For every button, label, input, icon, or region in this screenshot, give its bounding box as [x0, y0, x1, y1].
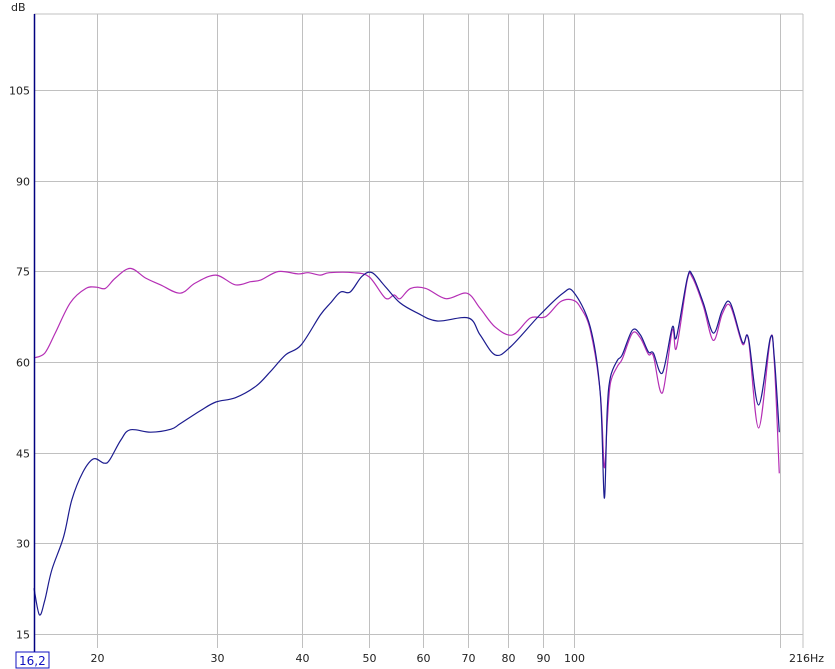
y-tick-label: 30: [16, 538, 30, 551]
x-tick-label: 30: [211, 652, 225, 665]
y-tick-label: 90: [16, 176, 30, 189]
x-axis-end-label: 216Hz: [789, 652, 824, 665]
x-tick-label: 60: [417, 652, 431, 665]
series-group: [33, 267, 780, 616]
y-axis-label: dB: [11, 1, 26, 14]
grid: [34, 13, 804, 648]
y-tick-label: 75: [16, 266, 30, 279]
x-start-label: 16,2: [19, 654, 46, 668]
x-tick-label: 50: [363, 652, 377, 665]
y-tick-label: 105: [9, 85, 30, 98]
x-tick-label: 20: [91, 652, 105, 665]
series-line-magenta: [33, 267, 780, 474]
x-start-label-box: [15, 651, 50, 669]
axes: 15 30 45 60 75 90 105 20 30 40 50 60 70 80 90 100: [9, 14, 585, 665]
y-tick-label: 60: [16, 357, 30, 370]
x-tick-label: 90: [537, 652, 551, 665]
x-tick-label: 80: [502, 652, 516, 665]
x-tick-label: 40: [296, 652, 310, 665]
series-line-blue: [33, 270, 780, 616]
y-tick-label: 45: [16, 448, 30, 461]
y-tick-label: 15: [16, 629, 30, 642]
x-tick-label: 100: [564, 652, 585, 665]
x-tick-label: 70: [462, 652, 476, 665]
